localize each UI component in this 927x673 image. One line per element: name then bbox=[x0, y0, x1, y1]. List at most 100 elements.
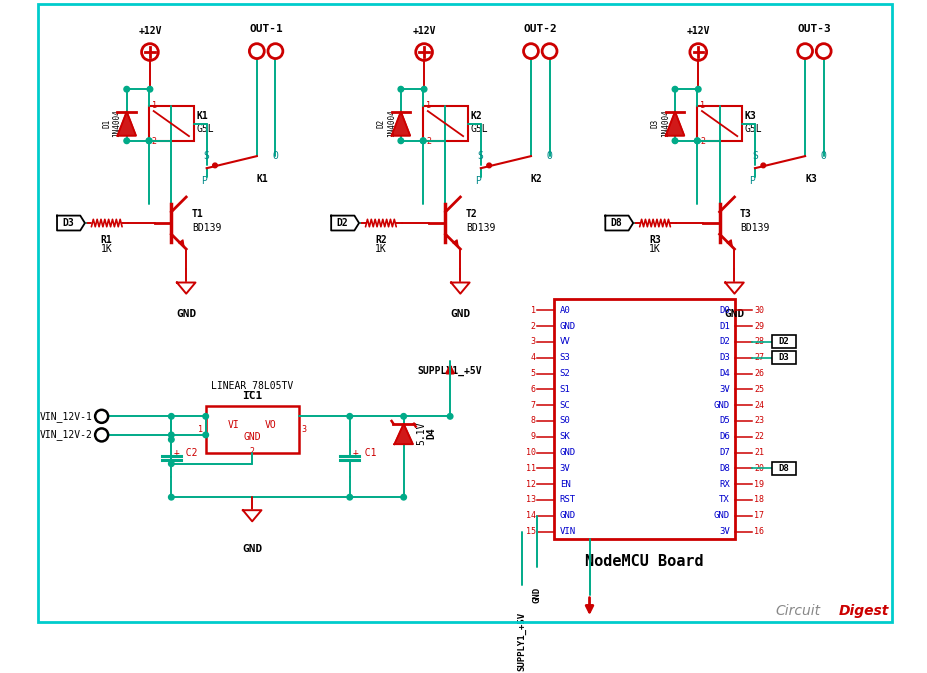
Text: P: P bbox=[475, 176, 481, 186]
Text: 11: 11 bbox=[526, 464, 536, 473]
Text: P: P bbox=[749, 176, 756, 186]
Text: VO: VO bbox=[265, 420, 276, 429]
Polygon shape bbox=[331, 215, 359, 230]
Text: GND: GND bbox=[176, 310, 197, 320]
Text: 1: 1 bbox=[152, 101, 157, 110]
Text: VI: VI bbox=[228, 420, 239, 429]
Text: S3: S3 bbox=[560, 353, 570, 362]
Text: D3
1N4004: D3 1N4004 bbox=[651, 110, 670, 137]
Circle shape bbox=[694, 138, 700, 143]
Polygon shape bbox=[666, 112, 684, 136]
Circle shape bbox=[203, 432, 209, 437]
Circle shape bbox=[169, 413, 174, 419]
Text: K3: K3 bbox=[806, 174, 817, 184]
Bar bbox=[206, 406, 298, 452]
Text: 4: 4 bbox=[530, 353, 536, 362]
Text: T2: T2 bbox=[466, 209, 477, 219]
Text: D3: D3 bbox=[62, 218, 74, 228]
Text: P: P bbox=[201, 176, 207, 186]
Text: O: O bbox=[273, 151, 278, 161]
Text: BD139: BD139 bbox=[466, 223, 495, 233]
Text: VV: VV bbox=[560, 337, 570, 347]
Text: R1: R1 bbox=[101, 235, 112, 245]
Circle shape bbox=[169, 495, 174, 500]
Circle shape bbox=[146, 138, 152, 143]
Text: GND: GND bbox=[724, 310, 744, 320]
Text: S: S bbox=[477, 151, 484, 161]
Text: D2: D2 bbox=[779, 337, 789, 347]
Text: S: S bbox=[752, 151, 758, 161]
Text: S2: S2 bbox=[560, 369, 570, 378]
Text: 3V: 3V bbox=[719, 527, 730, 536]
Text: 28: 28 bbox=[754, 337, 764, 347]
Text: 26: 26 bbox=[754, 369, 764, 378]
Text: T3: T3 bbox=[740, 209, 752, 219]
Polygon shape bbox=[177, 283, 196, 293]
Text: 25: 25 bbox=[754, 385, 764, 394]
Text: GND: GND bbox=[451, 310, 471, 320]
Text: 3: 3 bbox=[301, 425, 307, 434]
Text: D2
1N4004: D2 1N4004 bbox=[376, 110, 396, 137]
Text: 2: 2 bbox=[426, 137, 431, 146]
Text: D2: D2 bbox=[719, 337, 730, 347]
Text: O: O bbox=[820, 151, 827, 161]
Text: S0: S0 bbox=[560, 417, 570, 425]
Text: GND: GND bbox=[533, 588, 542, 604]
Text: K2: K2 bbox=[531, 174, 542, 184]
Circle shape bbox=[398, 86, 403, 92]
Text: 17: 17 bbox=[754, 511, 764, 520]
Text: VIN_12V-2: VIN_12V-2 bbox=[40, 429, 93, 440]
Circle shape bbox=[347, 413, 352, 419]
Text: R3: R3 bbox=[649, 235, 661, 245]
Circle shape bbox=[672, 86, 678, 92]
Text: G5L: G5L bbox=[471, 125, 489, 134]
Text: GND: GND bbox=[560, 511, 576, 520]
Bar bbox=[771, 351, 795, 364]
Text: 2: 2 bbox=[700, 137, 705, 146]
Text: OUT-3: OUT-3 bbox=[797, 24, 832, 34]
Circle shape bbox=[400, 413, 406, 419]
Circle shape bbox=[169, 437, 174, 442]
Bar bbox=[149, 106, 194, 141]
Text: K1: K1 bbox=[197, 111, 209, 121]
Text: 30: 30 bbox=[754, 306, 764, 315]
Circle shape bbox=[695, 86, 701, 92]
Text: S: S bbox=[204, 151, 210, 161]
Circle shape bbox=[420, 138, 426, 143]
Text: 10: 10 bbox=[526, 448, 536, 457]
Text: G5L: G5L bbox=[744, 125, 762, 134]
Text: 23: 23 bbox=[754, 417, 764, 425]
Circle shape bbox=[761, 163, 766, 168]
Text: BD139: BD139 bbox=[740, 223, 769, 233]
Text: Digest: Digest bbox=[838, 604, 889, 618]
Bar bbox=[771, 462, 795, 475]
Text: D7: D7 bbox=[719, 448, 730, 457]
Text: 1K: 1K bbox=[649, 244, 661, 254]
Circle shape bbox=[421, 86, 427, 92]
Circle shape bbox=[169, 461, 174, 466]
Text: 21: 21 bbox=[754, 448, 764, 457]
Text: D4: D4 bbox=[719, 369, 730, 378]
Text: +12V: +12V bbox=[413, 26, 436, 36]
Text: GND: GND bbox=[242, 544, 262, 554]
Text: 1: 1 bbox=[530, 306, 536, 315]
Text: D3: D3 bbox=[779, 353, 789, 362]
Text: 18: 18 bbox=[754, 495, 764, 505]
Text: D8: D8 bbox=[719, 464, 730, 473]
Circle shape bbox=[169, 432, 174, 437]
Text: 2: 2 bbox=[249, 448, 255, 456]
Circle shape bbox=[212, 163, 217, 168]
Text: GND: GND bbox=[560, 322, 576, 330]
Text: D5: D5 bbox=[719, 417, 730, 425]
Text: +12V: +12V bbox=[687, 26, 710, 36]
Text: SC: SC bbox=[560, 400, 570, 410]
Circle shape bbox=[448, 413, 453, 419]
Text: 29: 29 bbox=[754, 322, 764, 330]
Text: 27: 27 bbox=[754, 353, 764, 362]
Text: EN: EN bbox=[560, 480, 570, 489]
Text: 8: 8 bbox=[530, 417, 536, 425]
Text: 19: 19 bbox=[754, 480, 764, 489]
Text: GND: GND bbox=[560, 448, 576, 457]
Circle shape bbox=[400, 495, 406, 500]
Polygon shape bbox=[394, 424, 413, 444]
